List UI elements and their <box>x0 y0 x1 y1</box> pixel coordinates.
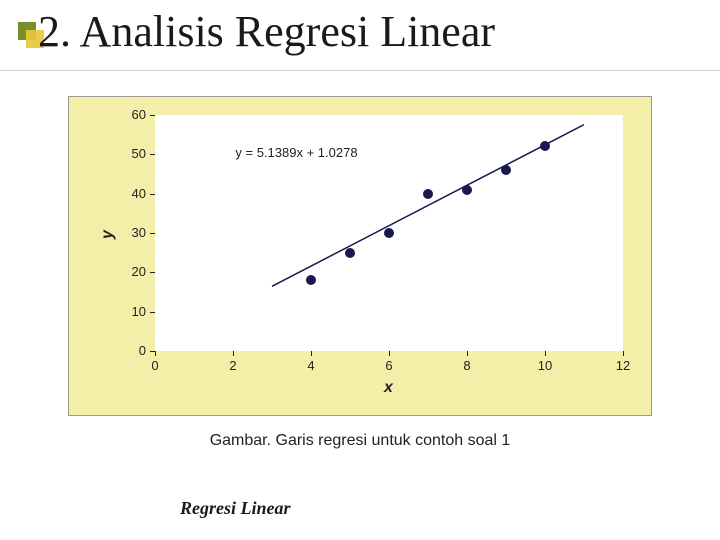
chart-caption: Gambar. Garis regresi untuk contoh soal … <box>0 432 720 450</box>
data-point <box>423 189 433 199</box>
regression-line <box>69 97 653 417</box>
footer-text: Regresi Linear <box>180 498 291 519</box>
data-point <box>384 228 394 238</box>
data-point <box>462 185 472 195</box>
slide: 2. Analisis Regresi Linear 0102030405060… <box>0 0 720 540</box>
data-point <box>540 141 550 151</box>
data-point <box>501 165 511 175</box>
data-point <box>345 248 355 258</box>
page-title: 2. Analisis Regresi Linear <box>38 6 495 57</box>
chart-frame: 0102030405060024681012yxy = 5.1389x + 1.… <box>68 96 652 416</box>
data-point <box>306 275 316 285</box>
title-underline <box>0 70 720 71</box>
